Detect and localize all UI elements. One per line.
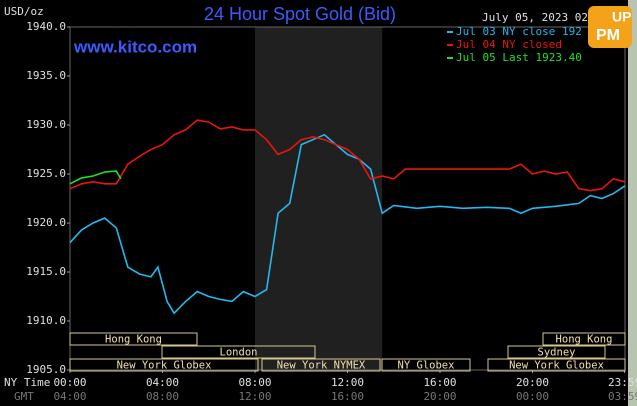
y-axis-label: USD/oz [4,5,44,18]
x-tick-label: 20:00 [516,376,549,389]
session-box [69,358,259,372]
website: www.kitco.com [73,37,197,56]
series-line [69,170,122,185]
session-box [261,358,381,372]
legend-label: Jul 04 NY closed [456,38,562,51]
x-tick-label: 16:00 [423,376,456,389]
session-label: New York Globex [509,360,604,372]
session-box [507,345,606,359]
session-label: New York Globex [117,360,212,372]
x-tick-label: 08:00 [238,376,271,389]
x-tick-label: 23:59 [608,376,637,389]
x-tick-label: 00:00 [53,376,86,389]
session-label: New York NYMEX [277,360,366,372]
session-label: Hong Kong [556,334,613,346]
logo-text: PM [596,27,620,44]
date-label: July 05, 2023 02 [482,11,588,24]
x-tick-label: 12:00 [331,376,364,389]
y-tick-label: 1940.0 [26,20,66,33]
x-axis-label: NY Time [4,376,50,389]
session-label: Sydney [538,347,576,359]
logo: UP PM [588,6,632,48]
session-box [381,358,471,372]
y-tick-label: 1925.0 [26,167,66,180]
x2-tick-label: 12:00 [238,390,271,403]
session-label: NY Globex [398,360,455,372]
session-label: London [220,347,258,359]
y-tick-label: 1935.0 [26,69,66,82]
y-tick-label: 1905.0 [26,363,66,376]
logo-text: UP [612,9,631,25]
x2-tick-label: 20:00 [423,390,456,403]
shaded-region [255,27,383,370]
x2-tick-label: 08:00 [146,390,179,403]
session-label: Hong Kong [105,334,162,346]
session-box [161,345,316,359]
y-tick-label: 1920.0 [26,216,66,229]
session-box [69,332,198,346]
right-strip [628,0,637,406]
x2-axis-label: GMT [14,390,34,403]
session-box [487,358,626,372]
logo-box [588,6,632,48]
x2-tick-label: 00:00 [516,390,549,403]
y-tick-label: 1930.0 [26,118,66,131]
legend-label: Jul 03 NY close 192 [456,25,582,38]
x2-tick-label: 16:00 [331,390,364,403]
chart-title: 24 Hour Spot Gold (Bid) [204,4,396,24]
series-line [69,133,626,315]
x2-tick-label: 04:00 [53,390,86,403]
x2-tick-label: 03:59 [608,390,637,403]
series-line [69,119,626,192]
legend-label: Jul 05 Last 1923.40 [456,51,582,64]
x-tick-label: 04:00 [146,376,179,389]
session-box [542,332,626,346]
y-tick-label: 1915.0 [26,265,66,278]
y-tick-label: 1910.0 [26,314,66,327]
